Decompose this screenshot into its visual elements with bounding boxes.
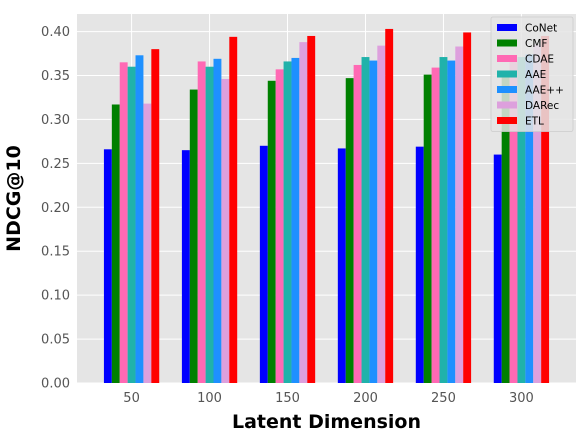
bar-darec-100 bbox=[221, 79, 230, 383]
y-tick-label: 0.40 bbox=[41, 25, 70, 40]
bar-cdae-50 bbox=[119, 62, 128, 383]
legend-swatch bbox=[497, 117, 517, 124]
bar-cmf-100 bbox=[189, 89, 198, 384]
bar-etl-200 bbox=[385, 28, 394, 383]
bar-cmf-150 bbox=[267, 80, 276, 384]
bar-etl-150 bbox=[307, 35, 316, 383]
x-tick-label: 50 bbox=[123, 391, 140, 406]
bar-conet-150 bbox=[259, 145, 268, 383]
bar-aaeplusplus-200 bbox=[369, 60, 378, 384]
x-tick-label: 250 bbox=[431, 391, 456, 406]
x-tick-label: 300 bbox=[509, 391, 534, 406]
legend-label: CDAE bbox=[525, 54, 554, 66]
bar-cdae-250 bbox=[431, 67, 440, 383]
x-tick-label: 150 bbox=[275, 391, 300, 406]
y-tick-label: 0.30 bbox=[41, 113, 70, 128]
y-tick-label: 0.25 bbox=[41, 157, 70, 172]
bar-conet-250 bbox=[415, 146, 424, 383]
bar-aae-250 bbox=[439, 57, 448, 384]
y-tick-label: 0.10 bbox=[41, 289, 70, 304]
bar-cmf-300 bbox=[501, 77, 510, 383]
y-tick-label: 0.35 bbox=[41, 69, 70, 84]
bar-aaeplusplus-50 bbox=[135, 55, 144, 384]
x-tick-labels: 50 100 150 200 250 300 bbox=[123, 391, 534, 406]
bar-darec-50 bbox=[143, 103, 152, 383]
bar-cmf-50 bbox=[111, 104, 120, 383]
legend-label: DARec bbox=[525, 100, 559, 112]
bar-conet-300 bbox=[493, 154, 502, 383]
bar-conet-200 bbox=[337, 148, 346, 383]
bar-cdae-150 bbox=[275, 69, 284, 383]
bar-cdae-300 bbox=[509, 59, 518, 383]
bar-darec-200 bbox=[377, 45, 386, 383]
bar-cdae-100 bbox=[197, 61, 206, 383]
legend-swatch bbox=[497, 101, 517, 109]
legend-label: ETL bbox=[525, 116, 544, 128]
legend-label: CMF bbox=[525, 38, 547, 50]
legend-swatch bbox=[497, 86, 517, 93]
legend-label: AAE bbox=[525, 69, 546, 81]
bars bbox=[103, 28, 550, 384]
bar-conet-50 bbox=[103, 149, 112, 383]
bar-darec-250 bbox=[455, 46, 464, 383]
legend-label: CoNet bbox=[525, 23, 557, 35]
bar-aae-150 bbox=[283, 61, 292, 383]
x-tick-label: 100 bbox=[197, 391, 222, 406]
y-tick-label: 0.00 bbox=[41, 377, 70, 392]
bar-etl-100 bbox=[229, 36, 238, 383]
y-axis-title: NDCG@10 bbox=[3, 145, 25, 252]
y-tick-label: 0.20 bbox=[41, 201, 70, 216]
bar-conet-100 bbox=[181, 150, 190, 383]
bar-cmf-250 bbox=[423, 74, 432, 383]
bar-darec-300 bbox=[533, 44, 542, 383]
bar-aaeplusplus-100 bbox=[213, 58, 222, 384]
bar-etl-300 bbox=[541, 35, 550, 383]
legend-swatch bbox=[497, 55, 517, 62]
legend: CoNet CMF CDAE AAE AAE++ DARec ETL bbox=[490, 16, 574, 132]
bar-darec-150 bbox=[299, 42, 308, 383]
bar-aae-300 bbox=[517, 57, 526, 384]
bar-cdae-200 bbox=[353, 64, 362, 383]
y-tick-label: 0.05 bbox=[41, 333, 70, 348]
legend-swatch bbox=[497, 39, 517, 47]
legend-swatch bbox=[497, 70, 517, 78]
y-tick-label: 0.15 bbox=[41, 245, 70, 260]
y-tick-labels: 0.00 0.05 0.10 0.15 0.20 0.25 0.30 0.35 0.40 bbox=[41, 25, 70, 391]
bar-aae-200 bbox=[361, 57, 370, 384]
bar-etl-250 bbox=[463, 32, 472, 383]
bar-etl-50 bbox=[151, 49, 160, 384]
legend-label: AAE++ bbox=[525, 85, 564, 97]
bar-aae-50 bbox=[127, 66, 136, 383]
bar-aaeplusplus-150 bbox=[291, 57, 300, 384]
x-tick-label: 200 bbox=[353, 391, 378, 406]
bar-aae-100 bbox=[205, 66, 214, 383]
legend-swatch bbox=[497, 24, 517, 31]
bar-cmf-200 bbox=[345, 78, 354, 383]
x-axis-title: Latent Dimension bbox=[232, 411, 421, 433]
bar-aaeplusplus-250 bbox=[447, 60, 456, 384]
bar-aaeplusplus-300 bbox=[525, 54, 534, 384]
